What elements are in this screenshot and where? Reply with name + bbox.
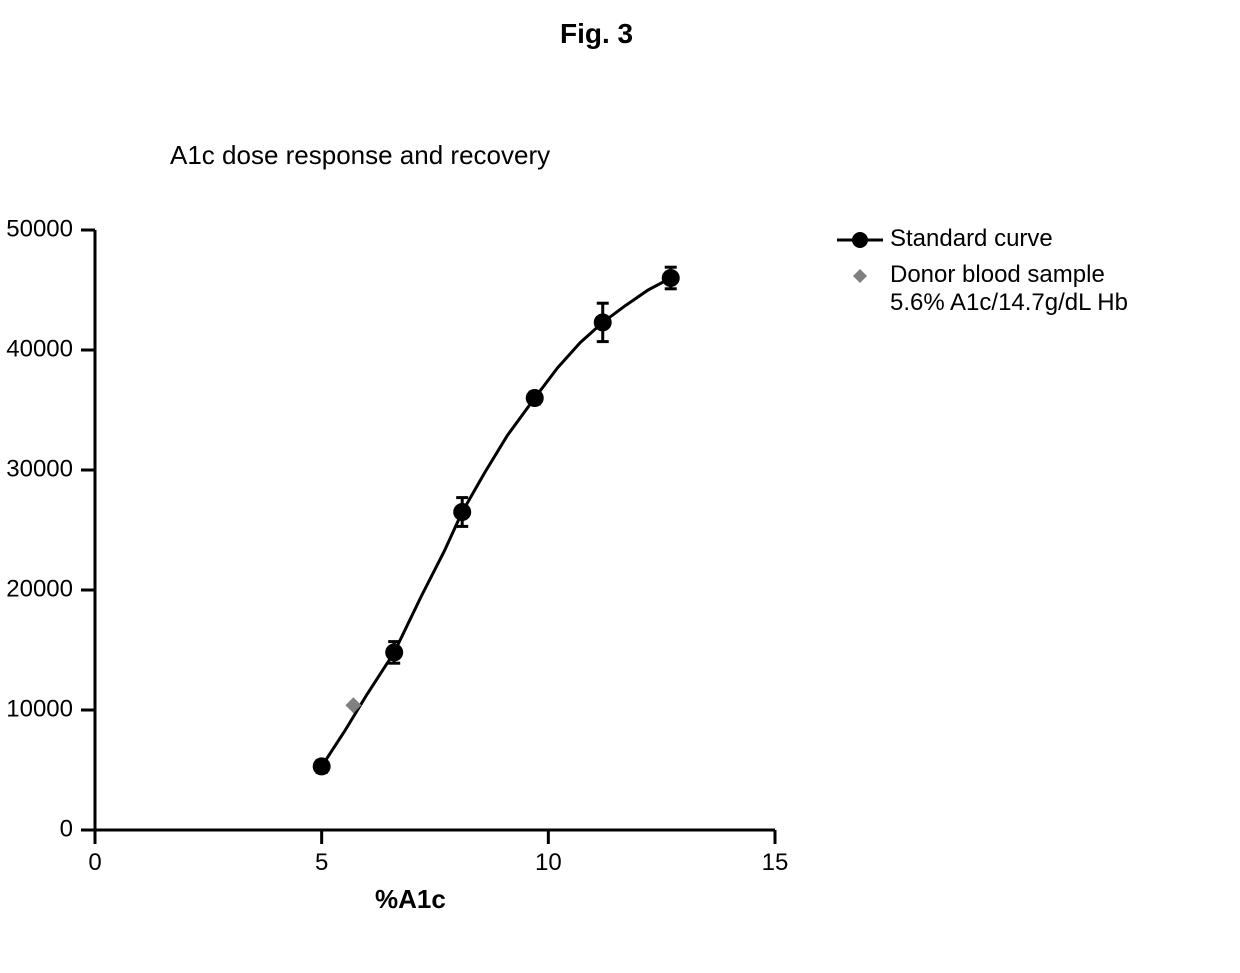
x-tick-label: 15 (762, 849, 789, 876)
legend-label-donor_sample: Donor blood sample 5.6% A1c/14.7g/dL Hb (890, 261, 1128, 317)
legend-item-donor_sample: Donor blood sample 5.6% A1c/14.7g/dL Hb (830, 261, 1128, 317)
series-standard_curve-point (594, 313, 612, 331)
chart-legend: Standard curve Donor blood sample 5.6% A1… (830, 225, 1128, 323)
series-standard_curve-line (322, 278, 671, 766)
y-tick-label: 10000 (6, 695, 73, 722)
legend-label-standard_curve: Standard curve (890, 225, 1053, 253)
x-axis-label: %A1c (375, 884, 446, 914)
series-standard_curve-point (453, 503, 471, 521)
y-tick-label: 30000 (6, 455, 73, 482)
x-axis-title: %A1c (375, 884, 446, 914)
x-tick-label: 0 (88, 849, 101, 876)
data-points (313, 269, 680, 775)
chart-axes: 0 10000 20000 30000 40000 50000 0 5 10 15 (6, 215, 788, 876)
series-standard_curve-point (526, 389, 544, 407)
y-tick-label: 20000 (6, 575, 73, 602)
series-standard_curve-point (313, 757, 331, 775)
series-donor_sample-point (345, 697, 361, 713)
y-tick-label: 40000 (6, 335, 73, 362)
dose-response-chart: 0 10000 20000 30000 40000 50000 0 5 10 15 %A1c (0, 0, 1240, 973)
error-bars (316, 267, 677, 772)
series-standard_curve-point (662, 269, 680, 287)
legend-symbol-donor_sample (830, 261, 890, 291)
legend-symbol-standard_curve (830, 225, 890, 255)
legend-item-standard_curve: Standard curve (830, 225, 1128, 255)
x-tick-label: 10 (535, 849, 562, 876)
series-standard_curve-point (385, 643, 403, 661)
y-tick-label: 0 (60, 815, 73, 842)
y-tick-label: 50000 (6, 215, 73, 242)
x-tick-label: 5 (315, 849, 328, 876)
standard-curve-line (322, 278, 671, 766)
